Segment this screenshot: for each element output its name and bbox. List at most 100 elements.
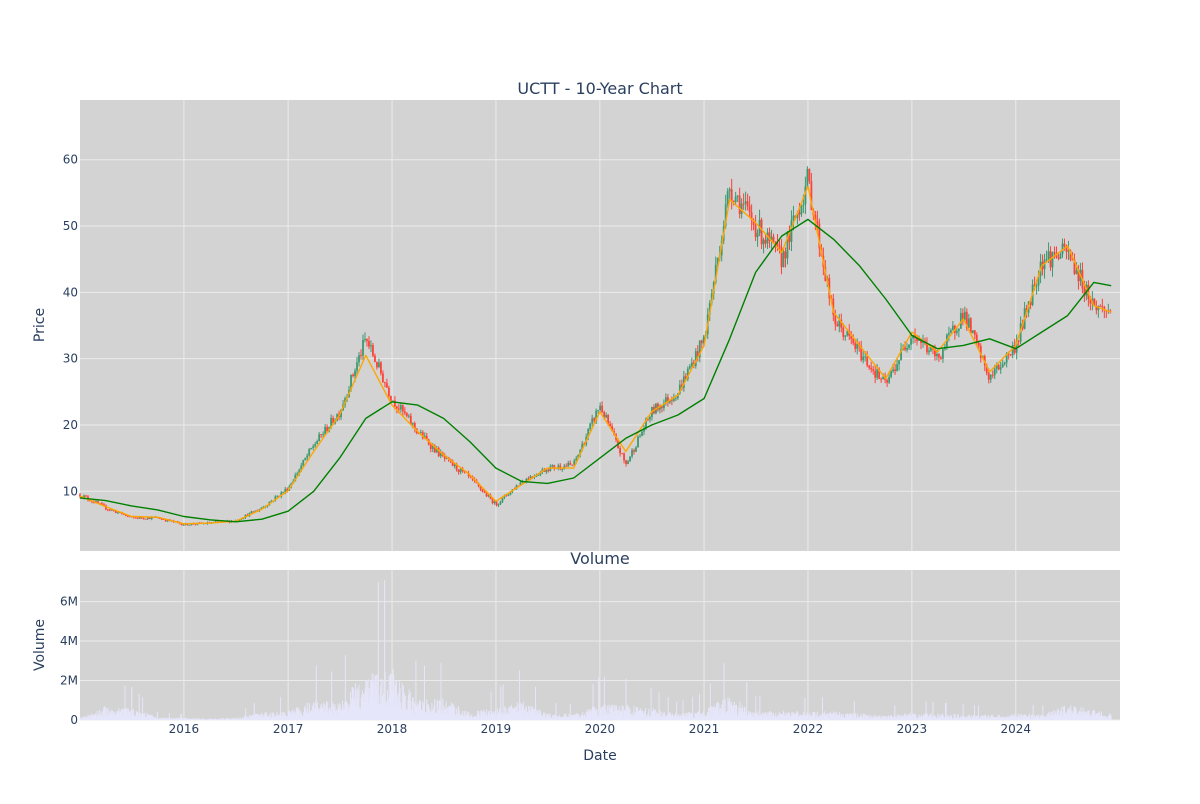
candle-body <box>619 448 621 453</box>
candle-body <box>593 418 595 421</box>
candle-body <box>312 446 314 448</box>
candle-body <box>551 465 553 466</box>
candle-body <box>1101 306 1103 307</box>
candle-body <box>757 233 759 237</box>
candle-body <box>629 456 631 461</box>
candle-body <box>866 357 868 366</box>
candle-body <box>880 379 882 380</box>
candle-body <box>374 356 376 362</box>
candle-body <box>701 340 703 343</box>
candle-body <box>302 460 304 465</box>
candle-body <box>402 405 404 411</box>
candle-body <box>876 369 878 378</box>
candle-body <box>852 339 854 343</box>
candle-body <box>147 517 149 519</box>
candle-body <box>765 240 767 244</box>
candle-body <box>310 448 312 449</box>
candle-body <box>250 512 252 513</box>
candle-body <box>737 196 739 197</box>
candle-body <box>454 464 456 465</box>
x-tick-label: 2024 <box>1001 722 1032 736</box>
candle-body <box>938 354 940 358</box>
candle-body <box>1046 259 1048 260</box>
candle-body <box>964 312 966 320</box>
candle-body <box>1010 354 1012 355</box>
candle-body <box>458 470 460 472</box>
candle-body <box>372 345 374 356</box>
candle-body <box>639 436 641 437</box>
candle-body <box>366 339 368 341</box>
volume-title: Volume <box>570 549 630 568</box>
candle-body <box>635 447 637 451</box>
candle-body <box>904 348 906 350</box>
x-tick-label: 2022 <box>793 722 824 736</box>
candle-body <box>956 331 958 333</box>
candle-body <box>306 456 308 458</box>
candle-body <box>360 355 362 356</box>
candle-body <box>942 349 944 359</box>
candle-body <box>508 495 510 496</box>
candle-body <box>972 330 974 333</box>
volume-bar <box>598 678 599 720</box>
candle-body <box>498 504 500 505</box>
candle-body <box>601 406 603 412</box>
candle-body <box>1060 254 1062 259</box>
candle-body <box>1099 306 1101 307</box>
candle-body <box>801 205 803 214</box>
candle-body <box>484 492 486 493</box>
candle-body <box>631 450 633 456</box>
candle-body <box>627 461 629 464</box>
volume-bar <box>169 713 170 720</box>
x-axis-label: Date <box>583 748 616 764</box>
candle-body <box>320 434 322 435</box>
candle-body <box>952 326 954 330</box>
candle-body <box>749 206 751 212</box>
candle-body <box>318 434 320 441</box>
price-y-tick-label: 40 <box>63 285 78 299</box>
candle-body <box>547 470 549 471</box>
candle-body <box>316 441 318 444</box>
volume-bar <box>1033 705 1034 720</box>
price-y-tick-label: 20 <box>63 418 78 432</box>
candle-body <box>773 237 775 242</box>
candle-body <box>390 396 392 401</box>
candle-body <box>808 169 810 181</box>
volume-bar <box>804 698 805 720</box>
candle-body <box>1018 341 1020 342</box>
candle-body <box>362 340 364 356</box>
candle-body <box>936 354 938 356</box>
x-tick-label: 2020 <box>585 722 616 736</box>
volume-bar <box>424 666 425 720</box>
chart-title: UCTT - 10-Year Chart <box>517 79 682 98</box>
volume-bar <box>1111 716 1112 720</box>
candle-body <box>111 510 113 511</box>
candle-body <box>1048 251 1050 259</box>
volume-axis-label: Volume <box>32 619 48 671</box>
candle-body <box>633 450 635 452</box>
candle-body <box>785 251 787 258</box>
x-tick-label: 2016 <box>169 722 200 736</box>
price-axis-label: Price <box>32 308 48 342</box>
volume-bar <box>331 672 332 720</box>
candle-body <box>400 405 402 409</box>
candle-body <box>1004 363 1006 365</box>
candle-body <box>816 221 818 224</box>
candle-body <box>430 445 432 449</box>
candle-body <box>589 423 591 429</box>
candle-body <box>974 330 976 334</box>
candle-body <box>571 465 573 466</box>
candle-body <box>364 339 366 340</box>
candle-body <box>621 453 623 454</box>
candle-body <box>376 362 378 367</box>
candle-body <box>308 449 310 456</box>
candle-body <box>107 509 109 510</box>
price-y-tick-label: 50 <box>63 219 78 233</box>
candle-body <box>382 373 384 382</box>
candle-body <box>862 357 864 361</box>
candle-body <box>874 371 876 378</box>
candle-body <box>117 512 119 513</box>
volume-y-tick-label: 2M <box>60 674 78 688</box>
